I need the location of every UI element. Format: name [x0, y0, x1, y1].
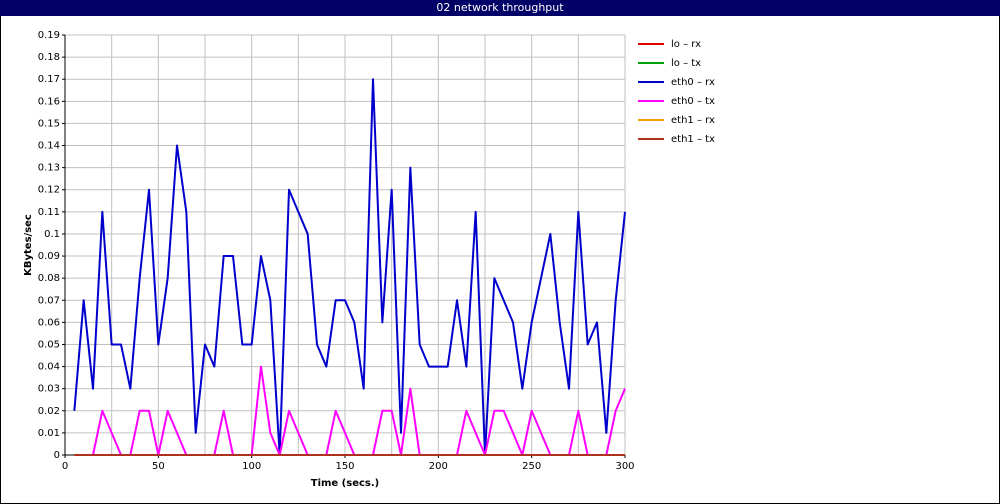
y-tick-label: 0.05	[38, 339, 60, 350]
y-tick-label: 0.04	[38, 362, 60, 373]
x-tick-label: 150	[335, 461, 354, 472]
chart-title: 02 network throughput	[436, 1, 564, 14]
x-tick-label: 0	[62, 461, 68, 472]
y-tick-label: 0.01	[38, 428, 60, 439]
x-tick-label: 200	[429, 461, 448, 472]
x-tick-label: 100	[242, 461, 261, 472]
y-tick-label: 0.11	[38, 207, 60, 218]
legend-label: lo – rx	[671, 39, 701, 50]
legend-label: eth0 – tx	[671, 96, 715, 107]
legend-label: lo – tx	[671, 58, 701, 69]
y-tick-label: 0.15	[38, 118, 60, 129]
y-tick-label: 0.02	[38, 406, 60, 417]
series-line	[74, 365, 626, 456]
y-tick-label: 0.09	[38, 251, 60, 262]
series-line	[73, 78, 626, 456]
y-tick-label: 0.03	[38, 384, 60, 395]
y-tick-label: 0.12	[38, 185, 60, 196]
y-tick-label: 0.14	[38, 141, 60, 152]
x-tick-label: 250	[522, 461, 541, 472]
x-axis-label: Time (secs.)	[311, 478, 380, 489]
y-tick-label: 0.06	[38, 317, 60, 328]
x-tick-label: 300	[615, 461, 634, 472]
y-axis-label: KBytes/sec	[23, 214, 34, 276]
legend-label: eth0 – rx	[671, 77, 715, 88]
legend-label: eth1 – tx	[671, 134, 715, 145]
title-bar	[0, 0, 1000, 16]
y-tick-label: 0.13	[38, 163, 60, 174]
y-tick-label: 0.17	[38, 74, 60, 85]
y-tick-label: 0.19	[38, 30, 60, 41]
y-tick-label: 0.1	[44, 229, 60, 240]
x-tick-label: 50	[152, 461, 165, 472]
legend-label: eth1 – rx	[671, 115, 715, 126]
y-tick-label: 0.18	[38, 52, 60, 63]
y-tick-label: 0	[54, 450, 60, 461]
y-tick-label: 0.08	[38, 273, 60, 284]
y-tick-label: 0.07	[38, 295, 60, 306]
y-tick-label: 0.16	[38, 96, 60, 107]
